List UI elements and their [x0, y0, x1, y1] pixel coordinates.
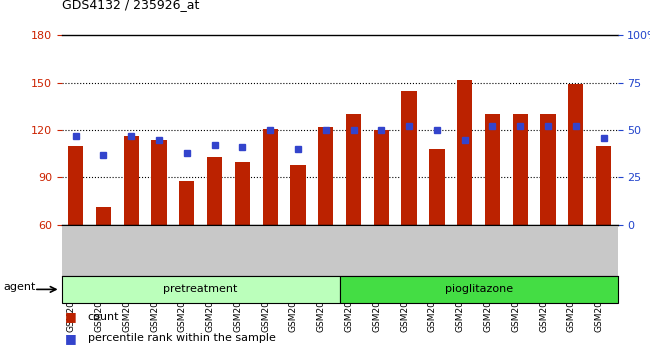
Bar	[596, 146, 611, 225]
Bar	[235, 162, 250, 225]
FancyBboxPatch shape	[339, 276, 618, 303]
Bar	[429, 149, 445, 225]
Bar	[485, 114, 500, 225]
Bar	[263, 129, 278, 225]
Text: count: count	[88, 312, 119, 322]
Bar	[568, 84, 584, 225]
FancyBboxPatch shape	[62, 276, 339, 303]
Bar	[402, 91, 417, 225]
Bar	[540, 114, 556, 225]
Bar	[124, 136, 139, 225]
Text: pioglitazone: pioglitazone	[445, 284, 513, 295]
Bar	[374, 130, 389, 225]
Text: pretreatment: pretreatment	[164, 284, 238, 295]
Bar	[68, 146, 83, 225]
Text: ■: ■	[65, 310, 77, 323]
Text: GDS4132 / 235926_at: GDS4132 / 235926_at	[62, 0, 199, 11]
Bar	[346, 114, 361, 225]
Text: percentile rank within the sample: percentile rank within the sample	[88, 333, 276, 343]
Text: agent: agent	[3, 282, 36, 292]
Bar	[179, 181, 194, 225]
Bar	[96, 207, 111, 225]
Bar	[291, 165, 306, 225]
Bar	[513, 114, 528, 225]
Bar	[207, 157, 222, 225]
Bar	[318, 127, 333, 225]
Text: ■: ■	[65, 332, 77, 344]
Bar	[151, 139, 166, 225]
Bar	[457, 80, 473, 225]
